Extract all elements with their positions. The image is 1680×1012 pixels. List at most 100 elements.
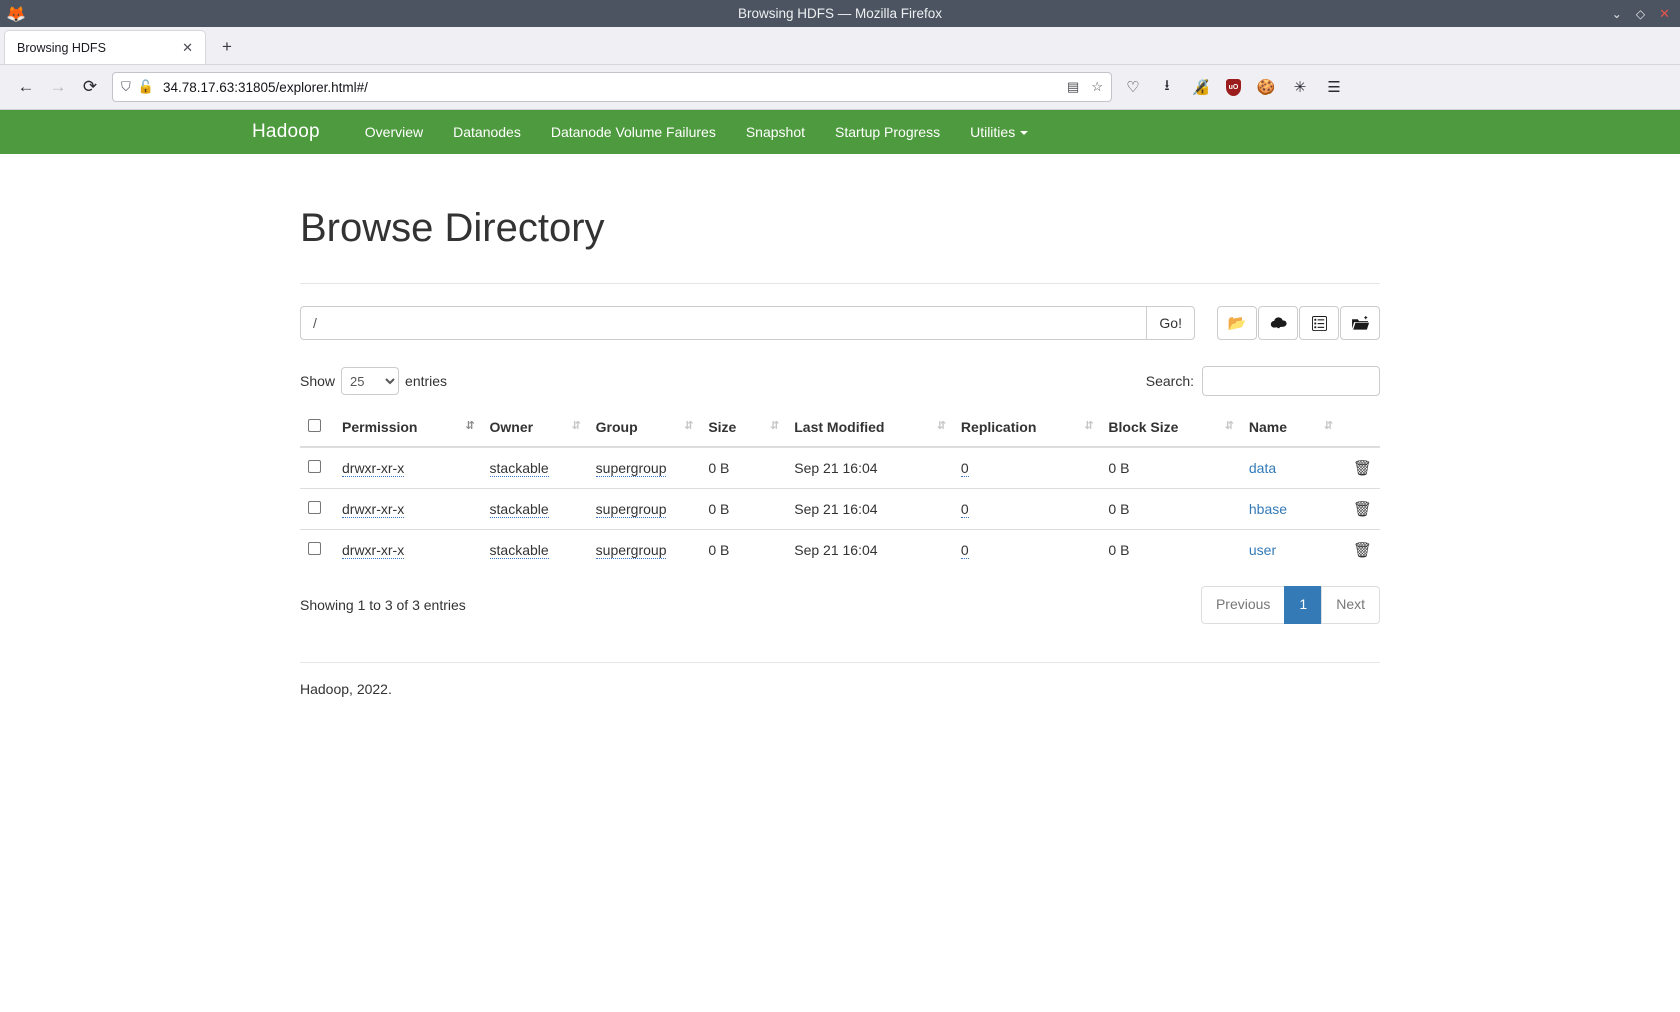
cell-actions[interactable]: 🗑: [1340, 488, 1380, 530]
pagination-next[interactable]: Next: [1321, 586, 1380, 624]
nav-datanodes[interactable]: Datanodes: [453, 124, 521, 140]
cell-owner[interactable]: stackable: [481, 446, 588, 489]
address-bar[interactable]: ⛉ 🔓 34.78.17.63:31805/explorer.html#/ ▤ …: [112, 72, 1112, 102]
pocket-icon[interactable]: ♡: [1126, 79, 1140, 96]
header-size[interactable]: Size ⇵: [700, 410, 787, 448]
replication-value[interactable]: 0: [960, 460, 969, 477]
trash-view-button[interactable]: [1299, 306, 1339, 340]
back-button[interactable]: ←: [17, 77, 35, 96]
cell-actions[interactable]: 🗑: [1340, 446, 1380, 489]
row-select-cell[interactable]: [300, 446, 334, 489]
row-checkbox[interactable]: [308, 501, 321, 514]
nav-datanode-volume-failures[interactable]: Datanode Volume Failures: [550, 124, 716, 140]
name-link[interactable]: hbase: [1248, 501, 1288, 517]
close-window-button[interactable]: ✕: [1659, 6, 1670, 21]
header-replication-label: Replication: [960, 419, 1037, 435]
reader-mode-icon[interactable]: ▤: [1067, 79, 1080, 94]
nav-utilities-dropdown[interactable]: Utilities: [955, 110, 1043, 154]
app-menu-icon[interactable]: ☰: [1327, 79, 1341, 96]
cell-permission[interactable]: drwxr-xr-x: [334, 529, 482, 570]
table-row[interactable]: drwxr-xr-x stackable supergroup 0 B Sep …: [300, 488, 1380, 530]
replication-value[interactable]: 0: [960, 501, 969, 518]
cookie-autodelete-icon[interactable]: 🍪: [1256, 79, 1276, 96]
name-link[interactable]: data: [1248, 460, 1277, 476]
group-value[interactable]: supergroup: [595, 542, 667, 559]
extension-star-icon[interactable]: ✳: [1293, 79, 1307, 96]
cell-owner[interactable]: stackable: [481, 488, 588, 530]
delete-icon[interactable]: 🗑: [1352, 501, 1372, 518]
owner-value[interactable]: stackable: [489, 460, 549, 477]
shield-icon[interactable]: ⛉: [121, 79, 131, 94]
cell-name[interactable]: data: [1240, 446, 1340, 489]
upload-file-button[interactable]: [1258, 306, 1298, 340]
page-length-select[interactable]: 25: [341, 367, 400, 395]
header-permission[interactable]: Permission ⇵: [334, 410, 482, 448]
directory-path-input[interactable]: [300, 306, 1147, 340]
maximize-button[interactable]: ◇: [1635, 6, 1646, 21]
nav-snapshot[interactable]: Snapshot: [745, 124, 806, 140]
name-link[interactable]: user: [1248, 542, 1277, 558]
header-name[interactable]: Name ⇵: [1240, 410, 1340, 448]
browser-tab[interactable]: Browsing HDFS ✕: [4, 30, 206, 64]
owner-value[interactable]: stackable: [489, 501, 549, 518]
cell-replication[interactable]: 0: [952, 529, 1101, 570]
files-table: Permission ⇵ Owner ⇵ Group ⇵ Size ⇵ Last Mod…: [300, 410, 1380, 570]
owner-value[interactable]: stackable: [489, 542, 549, 559]
header-replication[interactable]: Replication ⇵: [952, 410, 1101, 448]
nav-overview[interactable]: Overview: [364, 124, 424, 140]
new-tab-button[interactable]: +: [222, 37, 232, 56]
entries-label: entries: [405, 373, 448, 389]
downloads-icon[interactable]: ⭳: [1164, 76, 1170, 94]
go-button[interactable]: Go!: [1146, 306, 1195, 340]
search-input[interactable]: [1202, 366, 1380, 396]
datatable-footer: Showing 1 to 3 of 3 entries Previous 1 N…: [300, 586, 1380, 624]
close-tab-icon[interactable]: ✕: [182, 39, 193, 55]
permission-value[interactable]: drwxr-xr-x: [342, 501, 405, 518]
delete-icon[interactable]: 🗑: [1352, 460, 1372, 477]
row-select-cell[interactable]: [300, 488, 334, 530]
cell-block-size: 0 B: [1100, 488, 1241, 530]
title-divider: [300, 283, 1380, 284]
group-value[interactable]: supergroup: [595, 501, 667, 518]
cell-name[interactable]: hbase: [1240, 488, 1340, 530]
delete-icon[interactable]: 🗑: [1352, 542, 1372, 559]
cell-group[interactable]: supergroup: [587, 529, 701, 570]
nav-startup-progress[interactable]: Startup Progress: [835, 124, 941, 140]
cell-name[interactable]: user: [1240, 529, 1340, 570]
header-block-size[interactable]: Block Size ⇵: [1100, 410, 1241, 448]
minimize-button[interactable]: ⌄: [1611, 6, 1622, 21]
row-select-cell[interactable]: [300, 529, 334, 570]
cell-owner[interactable]: stackable: [481, 529, 588, 570]
cell-replication[interactable]: 0: [952, 446, 1101, 489]
cell-permission[interactable]: drwxr-xr-x: [334, 446, 482, 489]
ublock-origin-icon[interactable]: uO: [1226, 78, 1241, 96]
header-group[interactable]: Group ⇵: [587, 410, 701, 448]
permission-value[interactable]: drwxr-xr-x: [342, 542, 405, 559]
browse-folder-button[interactable]: 📂: [1217, 306, 1257, 340]
cell-group[interactable]: supergroup: [587, 446, 701, 489]
replication-value[interactable]: 0: [960, 542, 969, 559]
cell-group[interactable]: supergroup: [587, 488, 701, 530]
permission-value[interactable]: drwxr-xr-x: [342, 460, 405, 477]
bookmark-star-icon[interactable]: ☆: [1091, 79, 1103, 94]
table-row[interactable]: drwxr-xr-x stackable supergroup 0 B Sep …: [300, 529, 1380, 570]
header-last-modified[interactable]: Last Modified ⇵: [786, 410, 953, 448]
row-checkbox[interactable]: [308, 460, 321, 473]
pagination-page-1[interactable]: 1: [1284, 586, 1323, 624]
hadoop-brand[interactable]: Hadoop: [252, 121, 320, 142]
forward-button[interactable]: →: [49, 77, 67, 96]
select-all-checkbox[interactable]: [308, 419, 321, 432]
pagination-previous[interactable]: Previous: [1200, 586, 1286, 624]
cell-permission[interactable]: drwxr-xr-x: [334, 488, 482, 530]
new-directory-button[interactable]: [1340, 306, 1380, 340]
header-owner[interactable]: Owner ⇵: [481, 410, 588, 448]
lock-slash-icon[interactable]: 🔓: [137, 79, 154, 94]
table-row[interactable]: drwxr-xr-x stackable supergroup 0 B Sep …: [300, 446, 1380, 489]
group-value[interactable]: supergroup: [595, 460, 667, 477]
row-checkbox[interactable]: [308, 542, 321, 555]
privacy-badger-icon[interactable]: 🔏: [1191, 79, 1211, 96]
header-select-all[interactable]: [300, 410, 334, 448]
cell-replication[interactable]: 0: [952, 488, 1101, 530]
cell-actions[interactable]: 🗑: [1340, 529, 1380, 570]
reload-button[interactable]: ⟳: [82, 77, 98, 96]
